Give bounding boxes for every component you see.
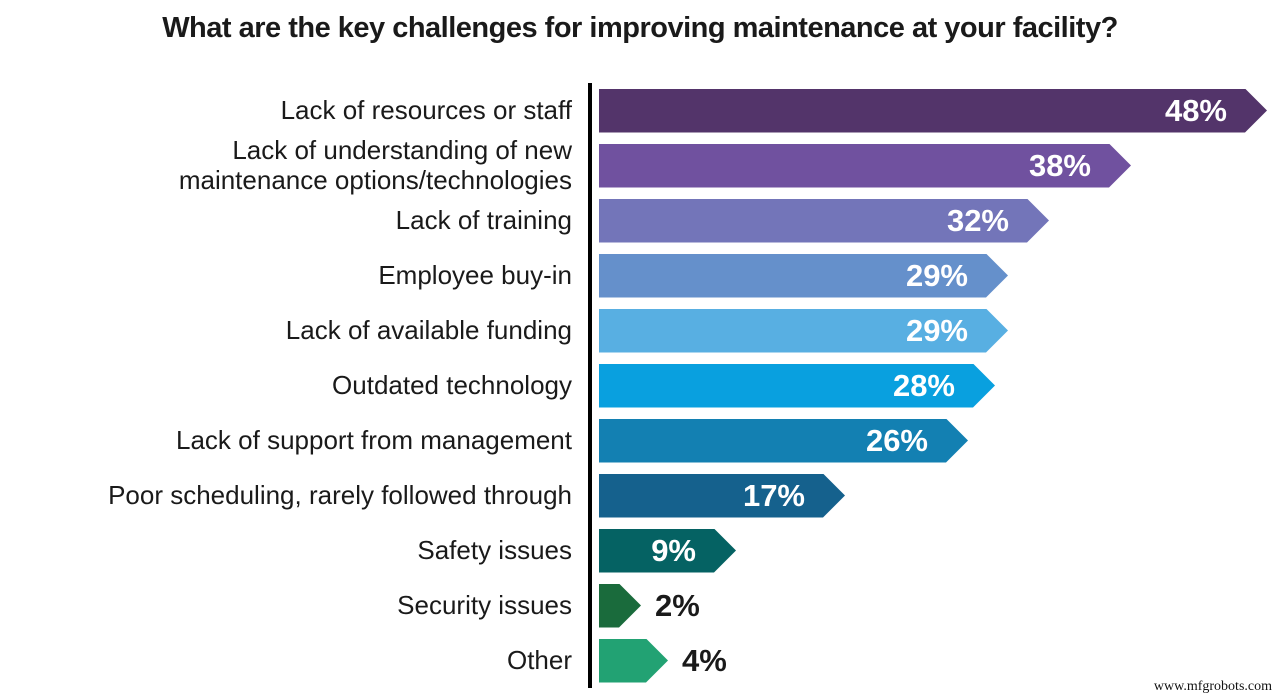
bar-row: Lack of resources or staff 48%: [0, 83, 1280, 138]
bar-value-label: 2%: [655, 587, 700, 623]
bar-row: Security issues 2%: [0, 578, 1280, 633]
category-label: Lack of support from management: [176, 424, 572, 455]
bar: 38%: [599, 144, 1131, 188]
y-axis-line: 2%: [588, 578, 1280, 633]
bar-value-label: 17%: [742, 477, 805, 513]
bar-row: Safety issues 9%: [0, 523, 1280, 578]
y-axis-line: 48%: [588, 83, 1280, 138]
y-axis-line: 29%: [588, 303, 1280, 358]
bar-value-label: 26%: [865, 422, 928, 458]
bar: 9%: [599, 529, 736, 573]
bar-row: Lack of available funding 29%: [0, 303, 1280, 358]
bar-value-label: 29%: [905, 257, 968, 293]
bar-row: Lack of understanding of new maintenance…: [0, 134, 1280, 195]
category-label: Security issues: [397, 589, 572, 620]
bar-value-label: 29%: [905, 312, 968, 348]
bar-row: Lack of support from management 26%: [0, 413, 1280, 468]
bar: [599, 584, 641, 628]
y-axis-line: 29%: [588, 248, 1280, 303]
bar-value-label: 32%: [946, 202, 1009, 238]
bar-row: Poor scheduling, rarely followed through…: [0, 468, 1280, 523]
y-axis-line: 9%: [588, 523, 1280, 578]
bar: 26%: [599, 419, 968, 463]
bar: 29%: [599, 254, 1008, 298]
bar-row: Other 4%: [0, 633, 1280, 688]
y-axis-line: 4%: [588, 633, 1280, 688]
bar: 32%: [599, 199, 1049, 243]
bar-chart: Lack of resources or staff 48% Lack of u…: [0, 83, 1280, 688]
bar: 28%: [599, 364, 995, 408]
category-label: Outdated technology: [332, 369, 572, 400]
category-label: Lack of available funding: [285, 314, 572, 345]
category-label: Poor scheduling, rarely followed through: [108, 479, 572, 510]
category-label: Other: [506, 644, 572, 675]
y-axis-line: 28%: [588, 358, 1280, 413]
bar: [599, 639, 668, 683]
category-label: Lack of understanding of new maintenance…: [178, 134, 572, 195]
bar-value-label: 28%: [892, 367, 955, 403]
bar: 17%: [599, 474, 845, 518]
bar-value-label: 9%: [651, 532, 696, 568]
bar: 29%: [599, 309, 1008, 353]
bar-row: Lack of training 32%: [0, 193, 1280, 248]
y-axis-line: 17%: [588, 468, 1280, 523]
y-axis-line: 38%: [588, 138, 1280, 193]
bar-row: Outdated technology 28%: [0, 358, 1280, 413]
category-label: Employee buy-in: [378, 259, 572, 290]
category-label: Lack of resources or staff: [280, 94, 572, 125]
bar-row: Employee buy-in 29%: [0, 248, 1280, 303]
category-label: Safety issues: [417, 534, 572, 565]
y-axis-line: 32%: [588, 193, 1280, 248]
chart-title: What are the key challenges for improvin…: [162, 12, 1118, 44]
category-label: Lack of training: [395, 204, 572, 235]
bar: 48%: [599, 89, 1267, 133]
bar-value-label: 48%: [1164, 92, 1227, 128]
y-axis-line: 26%: [588, 413, 1280, 468]
watermark: www.mfgrobots.com: [1153, 679, 1272, 694]
bar-value-label: 4%: [682, 642, 727, 678]
bar-value-label: 38%: [1028, 147, 1091, 183]
